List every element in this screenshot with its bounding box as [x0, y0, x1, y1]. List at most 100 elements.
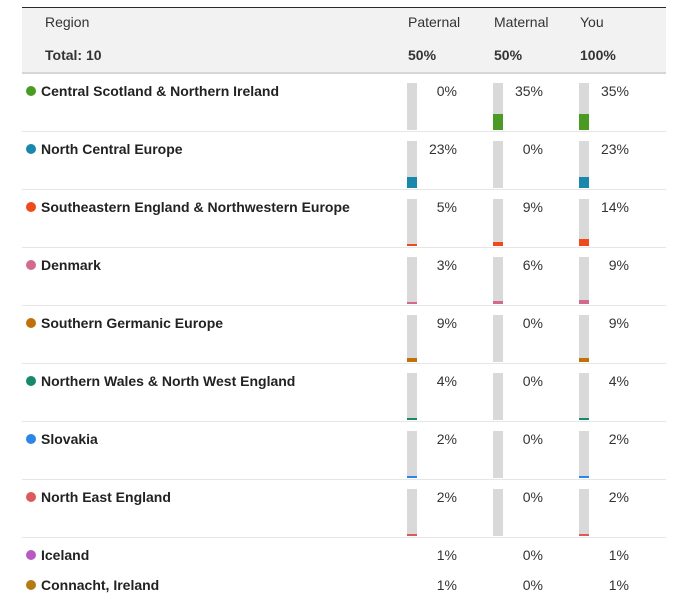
region-name: Southern Germanic Europe — [41, 315, 224, 331]
you-bar-fill — [579, 177, 589, 188]
maternal-bar — [493, 257, 503, 304]
maternal-bar — [493, 315, 503, 362]
paternal-bar-fill — [407, 476, 417, 478]
region-row[interactable]: Northern Wales & North West England 4% 0% 4… — [22, 363, 666, 422]
region-row[interactable]: North East England 2% 0% 2% — [22, 479, 666, 538]
you-bar-fill — [579, 300, 589, 304]
paternal-percent: 1% — [436, 547, 457, 563]
you-total: 100% — [580, 47, 616, 63]
maternal-percent: 0% — [522, 431, 543, 447]
paternal-percent: 23% — [428, 141, 457, 157]
maternal-percent: 0% — [522, 547, 543, 563]
you-percent: 9% — [608, 257, 629, 273]
maternal-bar — [493, 489, 503, 536]
region-color-dot — [26, 376, 36, 386]
region-name: North East England — [41, 489, 171, 505]
region-row[interactable]: Denmark 3% 6% 9% — [22, 247, 666, 306]
paternal-bar-fill — [407, 302, 417, 304]
paternal-bar-fill — [407, 177, 417, 188]
paternal-bar — [407, 257, 417, 304]
paternal-bar-fill — [407, 244, 417, 246]
paternal-percent: 3% — [436, 257, 457, 273]
paternal-bar — [407, 315, 417, 362]
maternal-bar-fill — [493, 242, 503, 246]
maternal-bar — [493, 431, 503, 478]
region-row[interactable]: Central Scotland & Northern Ireland 0% 35%… — [22, 73, 666, 132]
region-color-dot — [26, 260, 36, 270]
table-header: Region Total: 10 Paternal 50% Maternal 5… — [22, 7, 666, 74]
you-bar — [579, 141, 589, 188]
maternal-column-header: Maternal — [494, 14, 549, 30]
maternal-percent: 35% — [514, 83, 543, 99]
you-bar — [579, 373, 589, 420]
you-bar — [579, 199, 589, 246]
you-percent: 23% — [600, 141, 629, 157]
paternal-percent: 5% — [436, 199, 457, 215]
maternal-bar — [493, 373, 503, 420]
region-color-dot — [26, 492, 36, 502]
paternal-percent: 2% — [436, 431, 457, 447]
you-bar — [579, 489, 589, 536]
paternal-bar — [407, 489, 417, 536]
region-row[interactable]: Southern Germanic Europe 9% 0% 9% — [22, 305, 666, 364]
you-bar-fill — [579, 114, 589, 130]
paternal-percent: 0% — [436, 83, 457, 99]
region-name: Connacht, Ireland — [41, 577, 160, 593]
you-percent: 2% — [608, 489, 629, 505]
paternal-total: 50% — [408, 47, 437, 63]
region-name: Denmark — [41, 257, 101, 273]
region-color-dot — [26, 86, 36, 96]
maternal-bar-fill — [493, 114, 503, 130]
region-row[interactable]: Southeastern England & Northwestern Euro… — [22, 189, 666, 248]
region-name: Central Scotland & Northern Ireland — [41, 83, 280, 99]
region-row[interactable]: Connacht, Ireland 1% 0% 1% — [22, 567, 666, 602]
you-bar-fill — [579, 239, 589, 246]
you-bar-fill — [579, 358, 589, 362]
region-color-dot — [26, 434, 36, 444]
you-percent: 2% — [608, 431, 629, 447]
you-bar — [579, 257, 589, 304]
maternal-percent: 0% — [522, 489, 543, 505]
paternal-bar — [407, 373, 417, 420]
paternal-bar — [407, 431, 417, 478]
maternal-bar — [493, 199, 503, 246]
region-row[interactable]: Iceland 1% 0% 1% — [22, 537, 666, 567]
you-bar-fill — [579, 534, 589, 536]
maternal-percent: 0% — [522, 577, 543, 593]
you-percent: 1% — [608, 547, 629, 563]
you-bar — [579, 83, 589, 130]
paternal-bar-fill — [407, 418, 417, 420]
maternal-bar — [493, 141, 503, 188]
maternal-percent: 0% — [522, 315, 543, 331]
region-row[interactable]: Slovakia 2% 0% 2% — [22, 421, 666, 480]
region-color-dot — [26, 550, 36, 560]
region-name: Iceland — [41, 547, 90, 563]
paternal-bar — [407, 141, 417, 188]
you-bar — [579, 315, 589, 362]
maternal-total: 50% — [494, 47, 523, 63]
you-percent: 1% — [608, 577, 629, 593]
maternal-percent: 6% — [522, 257, 543, 273]
maternal-percent: 9% — [522, 199, 543, 215]
region-column-header: Region — [45, 14, 90, 30]
you-column-header: You — [580, 14, 604, 30]
maternal-bar-fill — [493, 301, 503, 304]
region-name: Southeastern England & Northwestern Euro… — [41, 199, 350, 215]
paternal-percent: 9% — [436, 315, 457, 331]
maternal-percent: 0% — [522, 373, 543, 389]
maternal-bar — [493, 83, 503, 130]
paternal-bar-fill — [407, 358, 417, 362]
you-percent: 35% — [600, 83, 629, 99]
paternal-bar — [407, 83, 417, 130]
total-count: Total: 10 — [45, 47, 102, 63]
you-percent: 9% — [608, 315, 629, 331]
paternal-bar-fill — [407, 534, 417, 536]
you-bar-fill — [579, 476, 589, 478]
region-name: Northern Wales & North West England — [41, 373, 296, 389]
region-row[interactable]: North Central Europe 23% 0% 23% — [22, 131, 666, 190]
paternal-column-header: Paternal — [408, 14, 461, 30]
you-bar — [579, 431, 589, 478]
maternal-percent: 0% — [522, 141, 543, 157]
you-percent: 14% — [600, 199, 629, 215]
